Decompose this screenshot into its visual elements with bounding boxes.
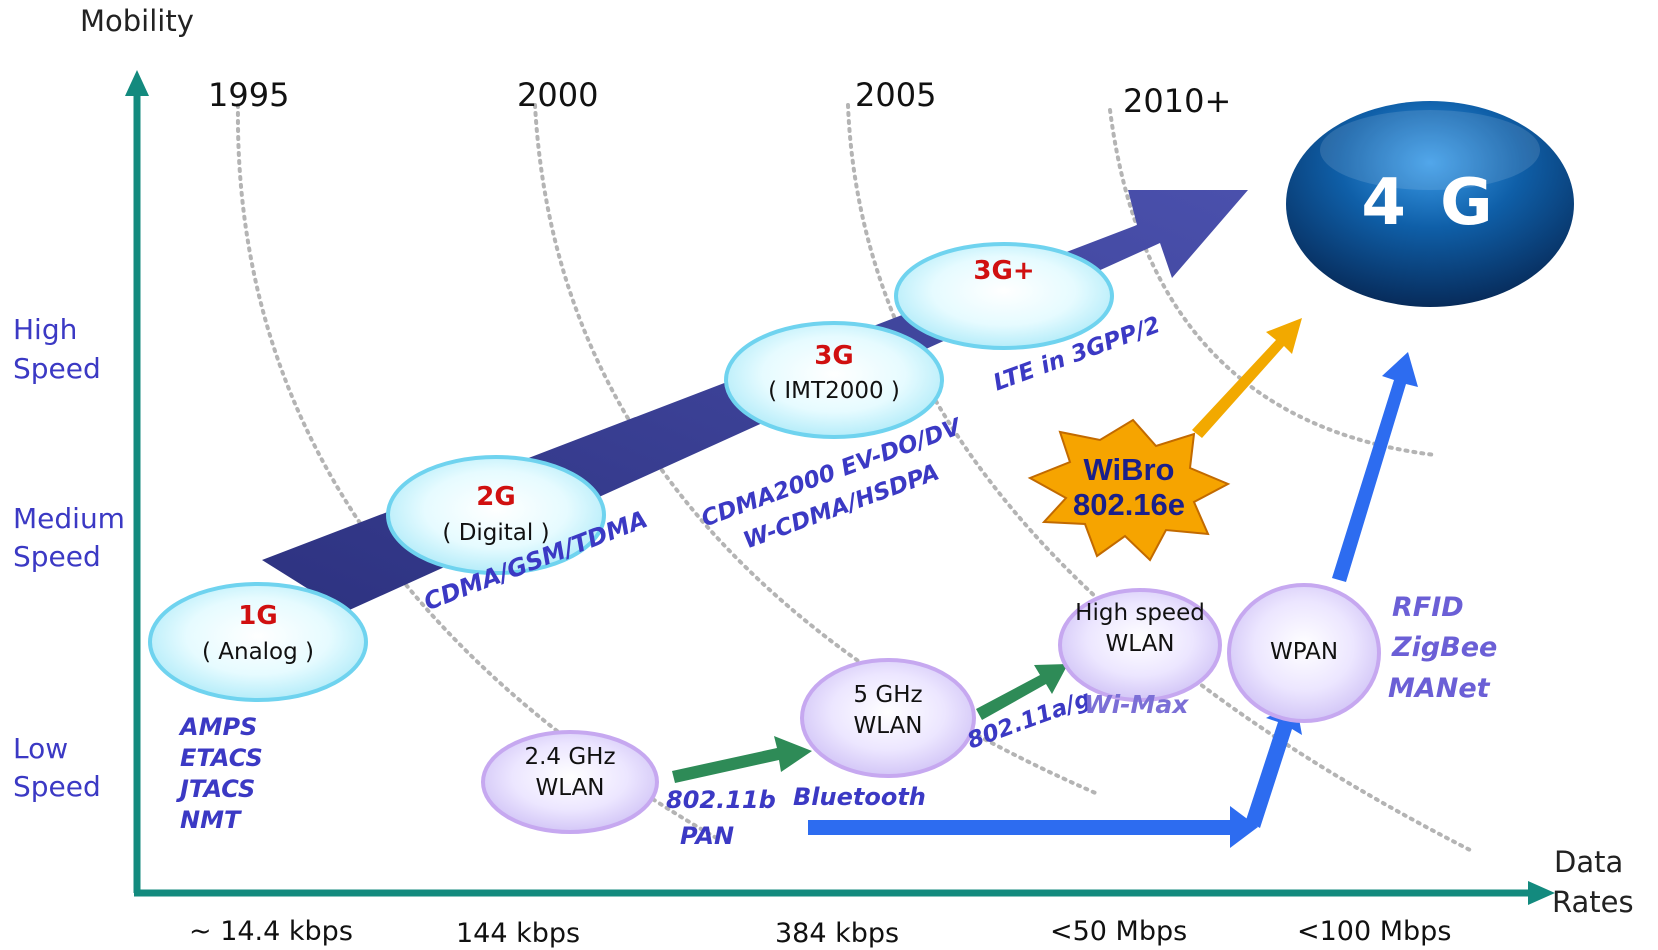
year-label: 2000 [517,76,599,114]
bubble-wlan24 [481,730,659,834]
fourg-orb-highlight [1320,110,1540,190]
wimax-label: Wi-Max [1084,690,1189,719]
speed-low-line2: Speed [13,770,101,803]
wireless-bubbles [481,583,1381,834]
gen-1g-sub: ( Analog ) [201,639,315,665]
era-curve-2010 [1108,108,1437,457]
wibro-starburst [1027,418,1231,562]
arrow-bluetooth-to-wpan [808,820,1230,835]
wlan5-line1: 5 GHz [853,682,923,708]
axes [125,70,1555,905]
rate-label: 144 kbps [456,918,581,949]
wlan5-line2: WLAN [853,713,923,739]
era-curve-2000 [533,103,1102,797]
speed-medium-line2: Speed [13,540,101,573]
x-axis-arrowhead [1528,881,1555,905]
wpan-arrows [808,352,1418,848]
zigbee-label: ZigBee [1392,632,1498,663]
tech-item: ETACS [180,744,263,772]
arrow-wlan24-to-wlan5 [672,736,812,783]
bubble-wlan5 [800,658,976,778]
generation-bubbles [148,242,1114,702]
speed-high-line1: High [13,313,78,346]
wibro-line1: WiBro [1083,452,1175,487]
wlan-high-line1: High speed [1075,600,1205,626]
arrow-bluetooth-head [1230,806,1258,848]
era-curve-2005 [846,103,1472,852]
y-axis-arrowhead [125,70,149,96]
arrow-wlan5-to-highspeed [976,664,1068,720]
speed-medium-line1: Medium [13,502,125,535]
wlan-high-label: High speed WLAN [1060,598,1220,660]
rate-label: <50 Mbps [1050,916,1188,947]
wlan24-label: 2.4 GHz WLAN [500,742,640,804]
wpan-label: WPAN [1269,639,1339,665]
std-80211b-label: 802.11b [666,786,776,814]
year-label: 2010+ [1123,82,1232,120]
speed-low-line1: Low [13,732,69,765]
gen-3g-plus-label: 3G+ [973,256,1035,286]
wibro-line2: 802.16e [1072,487,1186,522]
x-axis-title-line1: Data [1554,845,1624,879]
arrow-up-to-wpan [1246,702,1302,828]
wibro-label: WiBro 802.16e [1049,452,1209,522]
tech-item: JTACS [180,775,256,803]
bubble-3g-plus [894,242,1114,350]
bubble-1g [148,582,368,702]
rate-label: ~ 14.4 kbps [189,916,353,947]
arrow-wibro-to-4g [1192,318,1302,438]
bubble-3g [724,321,944,439]
bubble-wlan-high [1058,588,1222,702]
fourg-label: 4 G [1361,166,1499,240]
bubble-wpan [1227,583,1381,723]
gen-2g-label: 2G [476,482,516,512]
fourg-orb [1286,101,1574,307]
gen-3g-label: 3G [814,341,854,371]
rfid-label: RFID [1392,592,1464,623]
wlan5-label: 5 GHz WLAN [818,680,958,742]
manet-label: MANet [1388,673,1490,704]
bubble-2g [386,455,606,575]
y-axis-title: Mobility [80,4,194,38]
year-label: 1995 [208,76,290,114]
arrow-wpan-to-4g [1332,352,1418,582]
rate-label: <100 Mbps [1297,916,1452,947]
wlan-high-line2: WLAN [1105,631,1175,657]
wlan24-line1: 2.4 GHz [524,744,616,770]
x-axis-title-line2: Rates [1552,885,1634,919]
wlan-arrows [672,664,1068,783]
wlan24-line2: WLAN [535,775,605,801]
tech-item: AMPS [180,713,258,741]
speed-high-line2: Speed [13,352,101,385]
year-label: 2005 [855,76,937,114]
gen-1g-label: 1G [238,601,278,631]
gen-3g-sub: ( IMT2000 ) [768,378,900,404]
pan-label: PAN [680,822,735,850]
first-gen-tech-list: AMPS ETACS JTACS NMT [180,712,263,836]
rate-label: 384 kbps [775,918,900,949]
tech-item: NMT [180,806,241,834]
bluetooth-label: Bluetooth [793,783,926,811]
gen-2g-sub: ( Digital ) [442,520,550,546]
